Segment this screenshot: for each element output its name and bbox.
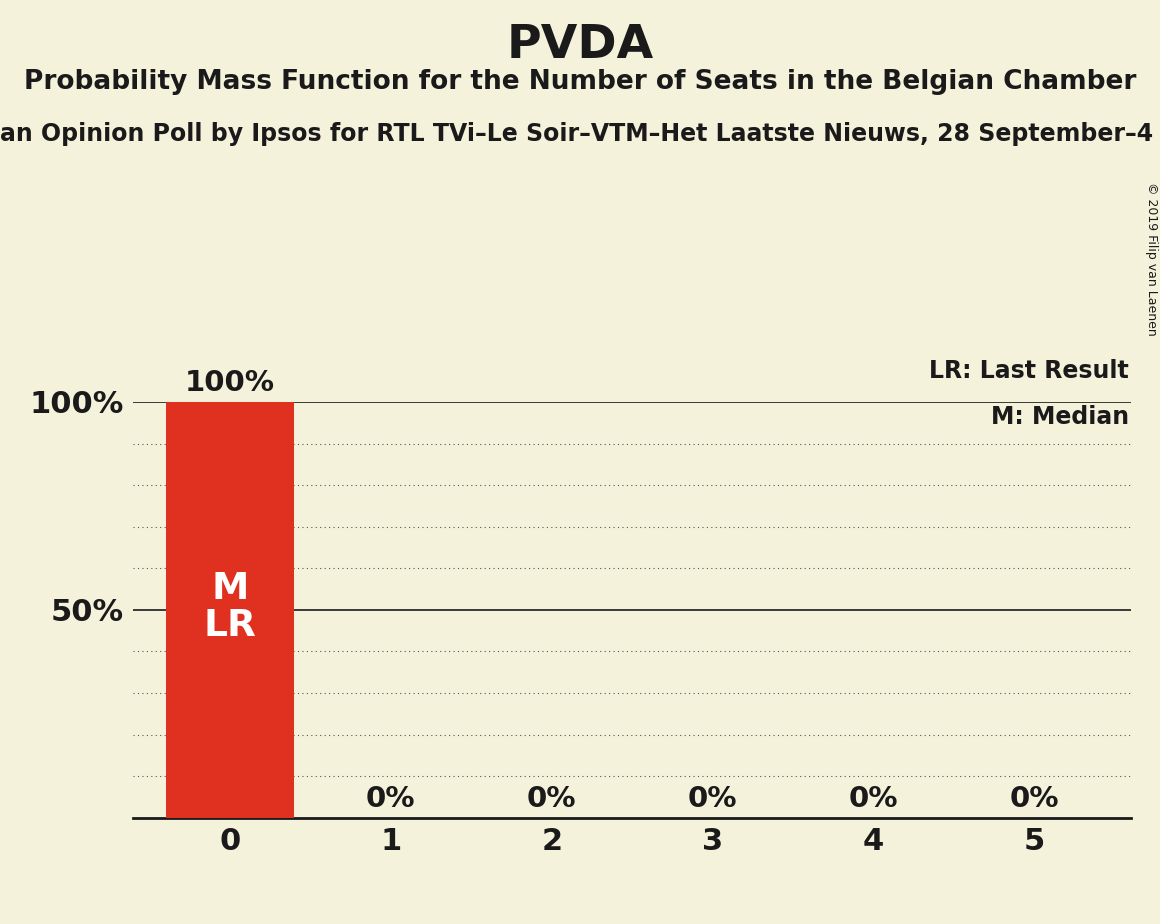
Text: 100%: 100%	[184, 369, 275, 397]
Text: M: Median: M: Median	[991, 406, 1129, 430]
Text: PVDA: PVDA	[507, 23, 653, 68]
Text: LR: LR	[203, 609, 256, 644]
Text: an Opinion Poll by Ipsos for RTL TVi–Le Soir–VTM–Het Laatste Nieuws, 28 Septembe: an Opinion Poll by Ipsos for RTL TVi–Le …	[0, 122, 1160, 146]
Text: LR: Last Result: LR: Last Result	[929, 359, 1129, 383]
Text: 0%: 0%	[688, 784, 738, 813]
Text: © 2019 Filip van Laenen: © 2019 Filip van Laenen	[1145, 182, 1159, 335]
Text: 0%: 0%	[1009, 784, 1059, 813]
Text: M: M	[211, 571, 248, 607]
Text: 0%: 0%	[849, 784, 898, 813]
Bar	[166, 402, 295, 818]
Text: 0%: 0%	[527, 784, 577, 813]
Text: Probability Mass Function for the Number of Seats in the Belgian Chamber: Probability Mass Function for the Number…	[24, 69, 1136, 95]
Text: 0%: 0%	[367, 784, 415, 813]
